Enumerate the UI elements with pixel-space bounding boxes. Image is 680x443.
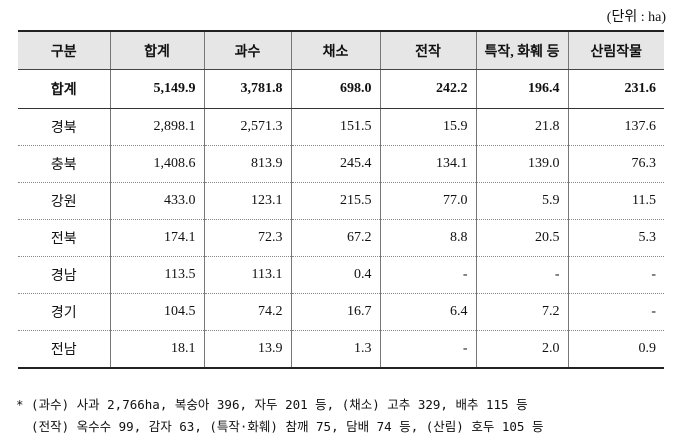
region-cell: 경기	[18, 293, 110, 331]
value-cell: -	[567, 256, 664, 294]
table-row: 충북 1,408.6 813.9 245.4 134.1 139.0 76.3	[18, 145, 664, 183]
value-cell: 2,571.3	[203, 108, 291, 146]
value-cell: 20.5	[475, 219, 568, 257]
value-cell: 433.0	[109, 182, 204, 220]
value-cell: 74.2	[203, 293, 291, 331]
value-cell: 67.2	[290, 219, 380, 257]
table-row: 경기 104.5 74.2 16.7 6.4 7.2-	[18, 293, 664, 331]
header-vegetable: 채소	[290, 30, 380, 70]
value-cell: 134.1	[379, 145, 476, 183]
table-row: 경북 2,898.1 2,571.3 151.5 15.9 21.8 137.6	[18, 108, 664, 146]
table-row: 경남 113.5 113.1 0.4- - -	[18, 256, 664, 294]
value-cell: 2.0	[475, 330, 568, 369]
header-fruit: 과수	[203, 30, 291, 70]
footnotes: * (과수) 사과 2,766ha, 복숭아 396, 자두 201 등, (채…	[16, 394, 543, 438]
value-cell: 0.9	[567, 330, 664, 369]
region-cell: 전남	[18, 330, 110, 369]
region-cell: 전북	[18, 219, 110, 257]
header-total: 합계	[109, 30, 204, 70]
region-cell: 경북	[18, 108, 110, 146]
footnote-line: (전작) 옥수수 99, 감자 63, (특작·화훼) 참깨 75, 담배 74…	[16, 419, 544, 434]
value-cell: 698.0	[290, 69, 380, 109]
value-cell: 0.4	[290, 256, 380, 294]
value-cell: 113.1	[203, 256, 291, 294]
value-cell: 13.9	[203, 330, 291, 369]
value-cell: 174.1	[109, 219, 204, 257]
header-category: 구분	[18, 30, 110, 70]
value-cell: 16.7	[290, 293, 380, 331]
table-row: 전북 174.1 72.3 67.2 8.8 20.5 5.3	[18, 219, 664, 257]
value-cell: 139.0	[475, 145, 568, 183]
value-cell: 18.1	[109, 330, 204, 369]
damage-area-table: 구분 합계 과수 채소 전작 특작, 화훼 등 산림작물 합계 5,149.9 3,…	[18, 30, 664, 369]
value-cell: -	[379, 330, 476, 369]
value-cell: 242.2	[379, 69, 476, 109]
value-cell: 8.8	[379, 219, 476, 257]
value-cell: 813.9	[203, 145, 291, 183]
footnote-line: * (과수) 사과 2,766ha, 복숭아 396, 자두 201 등, (채…	[16, 397, 528, 412]
value-cell: 21.8	[475, 108, 568, 146]
value-cell: 215.5	[290, 182, 380, 220]
total-row: 합계 5,149.9 3,781.8 698.0 242.2 196.4 231.6	[18, 69, 664, 109]
value-cell: 5,149.9	[109, 69, 204, 109]
value-cell: -	[475, 256, 568, 294]
value-cell: 196.4	[475, 69, 568, 109]
value-cell: 72.3	[203, 219, 291, 257]
value-cell: 7.2	[475, 293, 568, 331]
value-cell: 151.5	[290, 108, 380, 146]
header-field-crop: 전작	[379, 30, 476, 70]
value-cell: 3,781.8	[203, 69, 291, 109]
value-cell: 77.0	[379, 182, 476, 220]
region-cell: 강원	[18, 182, 110, 220]
value-cell: 5.3	[567, 219, 664, 257]
table-header-row: 구분 합계 과수 채소 전작 특작, 화훼 등 산림작물	[18, 30, 664, 70]
header-forest-crop: 산림작물	[567, 30, 664, 70]
value-cell: 123.1	[203, 182, 291, 220]
value-cell: 6.4	[379, 293, 476, 331]
value-cell: 104.5	[109, 293, 204, 331]
region-cell: 경남	[18, 256, 110, 294]
value-cell: 113.5	[109, 256, 204, 294]
value-cell: 245.4	[290, 145, 380, 183]
value-cell: 15.9	[379, 108, 476, 146]
region-cell: 충북	[18, 145, 110, 183]
value-cell: 11.5	[567, 182, 664, 220]
region-cell: 합계	[18, 69, 110, 109]
value-cell: 1.3	[290, 330, 380, 369]
value-cell: 231.6	[567, 69, 664, 109]
value-cell: -	[567, 293, 664, 331]
value-cell: 76.3	[567, 145, 664, 183]
value-cell: 2,898.1	[109, 108, 204, 146]
value-cell: 1,408.6	[109, 145, 204, 183]
table-row: 전남 18.1 13.9 1.3-2.0 0.9	[18, 330, 664, 369]
unit-label: (단위 : ha)	[606, 10, 666, 25]
value-cell: -	[379, 256, 476, 294]
value-cell: 5.9	[475, 182, 568, 220]
value-cell: 137.6	[567, 108, 664, 146]
table-row: 강원 433.0 123.1 215.5 77.0 5.9 11.5	[18, 182, 664, 220]
header-special-crop: 특작, 화훼 등	[475, 30, 568, 70]
